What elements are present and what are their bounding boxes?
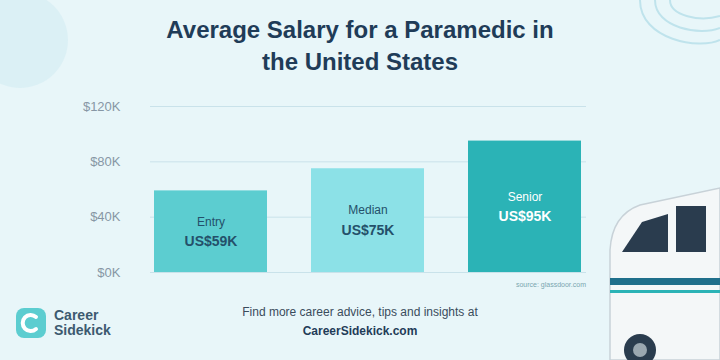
svg-text:$40K: $40K	[90, 209, 121, 224]
svg-text:$120K: $120K	[83, 99, 121, 114]
html-text:Find more career advice, tips: Find more career advice, tips and insigh…	[242, 305, 478, 319]
html-text:Sidekick: Sidekick	[54, 322, 111, 338]
html-text:CareerSidekick.com: CareerSidekick.com	[302, 324, 418, 338]
svg-text:Median: Median	[348, 203, 387, 217]
html-text:source: glassdoor.com: source: glassdoor.com	[516, 281, 586, 288]
svg-text:US$59K: US$59K	[185, 233, 238, 249]
svg-text:US$95K: US$95K	[499, 208, 552, 224]
html-text:Average Salary for a Paramedic: Average Salary for a Paramedic in the Un…	[166, 16, 554, 75]
html-text:Career: Career	[54, 307, 99, 323]
svg-text:US$75K: US$75K	[342, 222, 395, 238]
svg-text:$0K: $0K	[97, 265, 120, 280]
svg-text:$80K: $80K	[90, 154, 121, 169]
svg-text:Senior: Senior	[508, 190, 543, 204]
svg-text:Entry: Entry	[197, 215, 225, 229]
